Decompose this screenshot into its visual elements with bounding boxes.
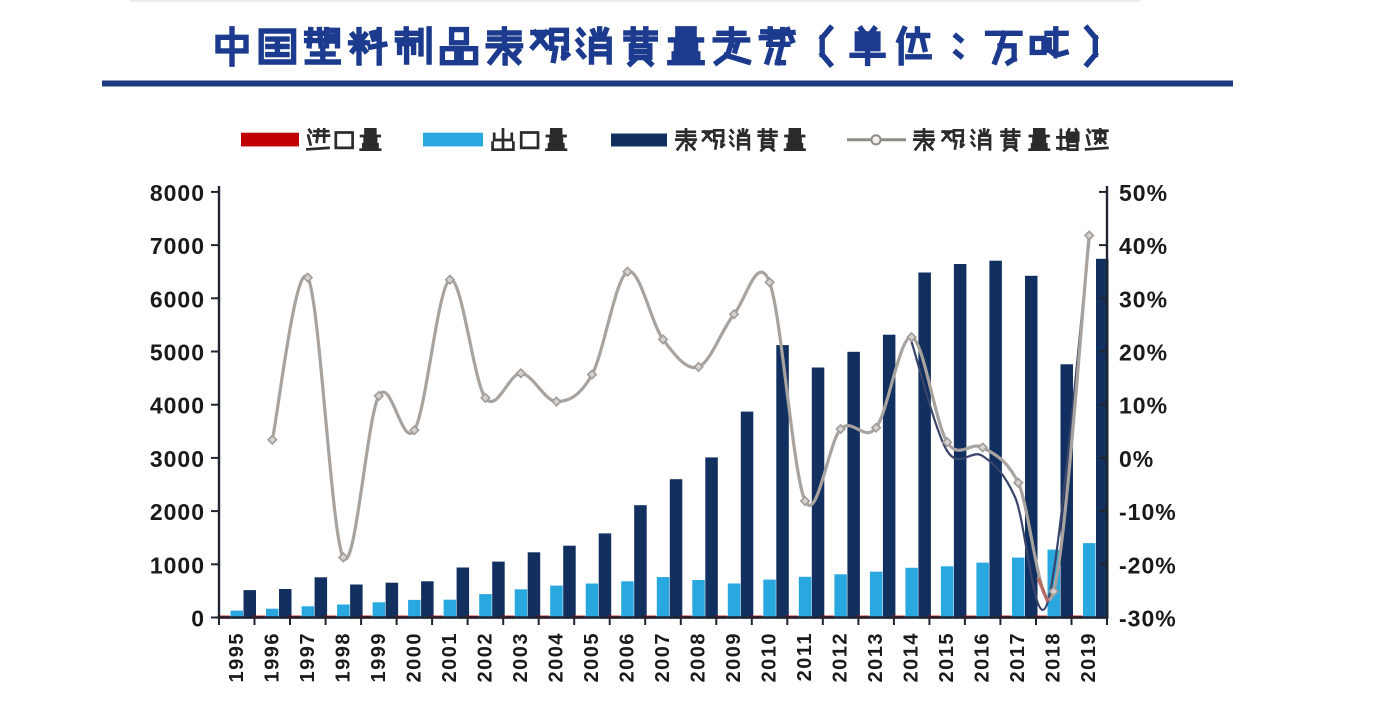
svg-text:50%: 50% xyxy=(1119,180,1168,206)
svg-text:10%: 10% xyxy=(1119,393,1168,419)
svg-text:0%: 0% xyxy=(1119,446,1154,472)
svg-text:1996: 1996 xyxy=(261,632,283,683)
svg-text:1998: 1998 xyxy=(332,632,354,683)
svg-text:5000: 5000 xyxy=(150,340,205,366)
svg-text:2015: 2015 xyxy=(936,632,958,683)
svg-text:2009: 2009 xyxy=(723,632,745,683)
svg-text:2003: 2003 xyxy=(510,632,532,683)
svg-text:30%: 30% xyxy=(1119,286,1168,312)
svg-text:1000: 1000 xyxy=(150,552,205,578)
svg-text:20%: 20% xyxy=(1119,340,1168,366)
svg-text:2017: 2017 xyxy=(1007,632,1029,683)
svg-text:2013: 2013 xyxy=(865,632,887,683)
svg-text:1999: 1999 xyxy=(368,632,390,683)
svg-text:2006: 2006 xyxy=(617,632,639,683)
svg-text:7000: 7000 xyxy=(150,233,205,259)
svg-text:2011: 2011 xyxy=(794,632,816,681)
svg-text:0: 0 xyxy=(191,606,205,632)
svg-text:2000: 2000 xyxy=(403,632,425,683)
svg-text:-30%: -30% xyxy=(1119,606,1177,632)
svg-text:4000: 4000 xyxy=(150,393,205,419)
svg-text:6000: 6000 xyxy=(150,286,205,312)
svg-text:2014: 2014 xyxy=(901,632,923,683)
svg-text:2000: 2000 xyxy=(150,499,205,525)
svg-text:1995: 1995 xyxy=(226,632,248,683)
svg-text:8000: 8000 xyxy=(150,180,205,206)
svg-text:-10%: -10% xyxy=(1119,499,1177,525)
svg-text:3000: 3000 xyxy=(150,446,205,472)
svg-text:2004: 2004 xyxy=(545,632,567,683)
svg-text:2019: 2019 xyxy=(1078,632,1100,683)
svg-text:2012: 2012 xyxy=(830,632,852,683)
svg-text:2016: 2016 xyxy=(972,632,994,683)
svg-text:1997: 1997 xyxy=(297,632,319,683)
svg-text:2005: 2005 xyxy=(581,632,603,683)
svg-text:2002: 2002 xyxy=(474,632,496,683)
svg-text:2001: 2001 xyxy=(439,632,461,683)
svg-text:2008: 2008 xyxy=(688,632,710,683)
svg-text:2007: 2007 xyxy=(652,632,674,683)
svg-text:2010: 2010 xyxy=(759,632,781,683)
svg-text:-20%: -20% xyxy=(1119,552,1177,578)
svg-text:2018: 2018 xyxy=(1043,632,1065,683)
svg-text:40%: 40% xyxy=(1119,233,1168,259)
